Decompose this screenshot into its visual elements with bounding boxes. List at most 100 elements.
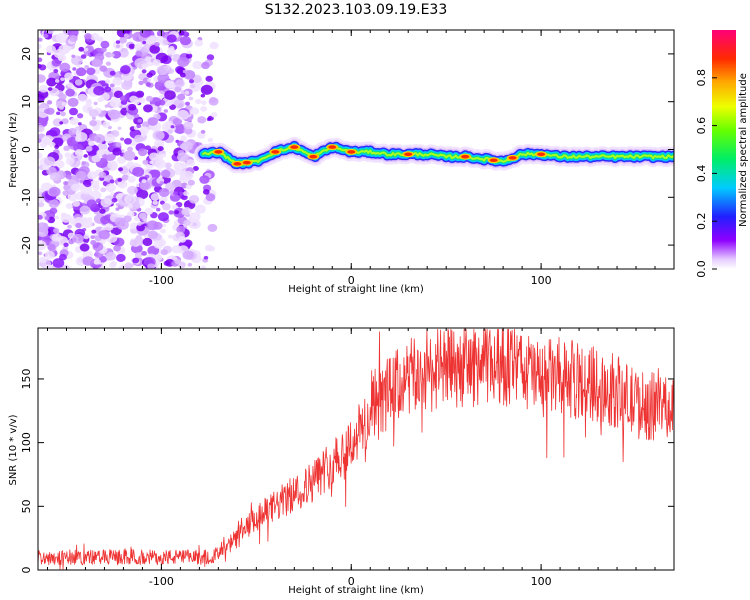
noise-blob — [134, 43, 143, 51]
noise-blob — [84, 65, 90, 70]
noise-blob — [186, 159, 196, 167]
noise-blob — [90, 32, 100, 41]
noise-blob — [117, 180, 128, 189]
noise-blob — [163, 109, 169, 113]
noise-blob — [75, 67, 87, 77]
noise-blob — [115, 142, 122, 148]
noise-blob — [142, 159, 149, 165]
noise-blob — [121, 174, 129, 181]
noise-blob — [88, 140, 95, 147]
noise-blob — [117, 178, 122, 182]
noise-blob — [93, 86, 105, 96]
noise-blob — [185, 53, 193, 59]
noise-blob — [206, 54, 215, 61]
noise-blob — [153, 239, 164, 249]
noise-blob — [114, 90, 123, 99]
trace-peak — [404, 152, 413, 157]
noise-blob — [210, 112, 218, 118]
noise-blob — [176, 225, 186, 234]
noise-blob — [86, 67, 96, 76]
noise-blob — [38, 74, 46, 83]
noise-blob — [72, 200, 80, 207]
spectrogram-noise — [38, 30, 220, 269]
noise-blob — [115, 40, 121, 44]
noise-blob — [86, 199, 97, 208]
spectrogram-xlabel: Height of straight line (km) — [288, 284, 424, 295]
noise-blob — [144, 145, 151, 151]
noise-blob — [160, 228, 166, 234]
noise-blob — [53, 69, 59, 74]
noise-blob — [174, 86, 182, 93]
noise-blob — [192, 165, 199, 171]
noise-blob — [105, 61, 111, 66]
noise-blob — [195, 98, 202, 105]
noise-blob — [147, 117, 158, 126]
noise-blob — [179, 35, 192, 46]
noise-blob — [200, 265, 207, 269]
noise-blob — [168, 234, 173, 239]
noise-blob — [113, 245, 121, 252]
noise-blob — [105, 79, 111, 84]
noise-blob — [128, 103, 137, 111]
noise-blob — [148, 152, 160, 161]
noise-blob — [179, 191, 184, 196]
noise-blob — [109, 70, 116, 76]
noise-blob — [110, 192, 115, 196]
noise-blob — [127, 146, 133, 152]
noise-blob — [180, 141, 193, 152]
noise-blob — [146, 220, 159, 231]
noise-blob — [104, 86, 112, 93]
trace-peak — [290, 145, 299, 149]
noise-blob — [118, 167, 123, 172]
noise-blob — [205, 75, 213, 82]
noise-blob — [174, 210, 180, 215]
noise-blob — [145, 35, 157, 46]
noise-blob — [154, 41, 160, 47]
trace-peak — [489, 158, 498, 163]
noise-blob — [173, 99, 185, 109]
noise-blob — [95, 198, 102, 204]
noise-blob — [39, 141, 48, 148]
spectrogram-ytick-label: 0 — [20, 146, 33, 153]
noise-blob — [71, 54, 76, 58]
trace-peak — [508, 156, 517, 160]
noise-blob — [64, 72, 74, 81]
noise-blob — [154, 159, 167, 169]
noise-blob — [123, 137, 132, 145]
noise-blob — [166, 34, 177, 43]
trace-peak — [347, 150, 356, 154]
noise-blob — [38, 222, 49, 233]
noise-blob — [121, 80, 133, 91]
noise-blob — [63, 242, 69, 248]
noise-blob — [111, 50, 122, 59]
noise-blob — [58, 44, 71, 55]
noise-blob — [169, 104, 176, 110]
noise-blob — [49, 172, 61, 181]
noise-blob — [61, 101, 67, 107]
noise-blob — [164, 90, 176, 100]
noise-blob — [38, 251, 43, 256]
noise-blob — [197, 116, 207, 124]
noise-blob — [147, 263, 155, 269]
noise-blob — [131, 202, 141, 210]
trace-peak — [328, 145, 337, 149]
noise-blob — [38, 256, 47, 263]
spectrogram-ytick-label: -10 — [20, 188, 33, 206]
noise-blob — [174, 79, 185, 88]
noise-blob — [54, 79, 60, 83]
noise-blob — [38, 152, 43, 160]
noise-blob — [59, 253, 67, 261]
colorbar-tick-label: 0.2 — [695, 212, 708, 230]
colorbar-tick-label: 0.0 — [695, 260, 708, 278]
noise-blob — [108, 109, 121, 120]
noise-blob — [200, 84, 213, 95]
noise-blob — [58, 105, 64, 110]
noise-blob — [105, 251, 117, 261]
noise-blob — [183, 219, 191, 226]
noise-blob — [137, 118, 143, 123]
noise-blob — [123, 30, 131, 34]
noise-blob — [165, 182, 175, 191]
noise-blob — [117, 156, 126, 164]
noise-blob — [112, 147, 122, 156]
noise-blob — [187, 179, 195, 186]
